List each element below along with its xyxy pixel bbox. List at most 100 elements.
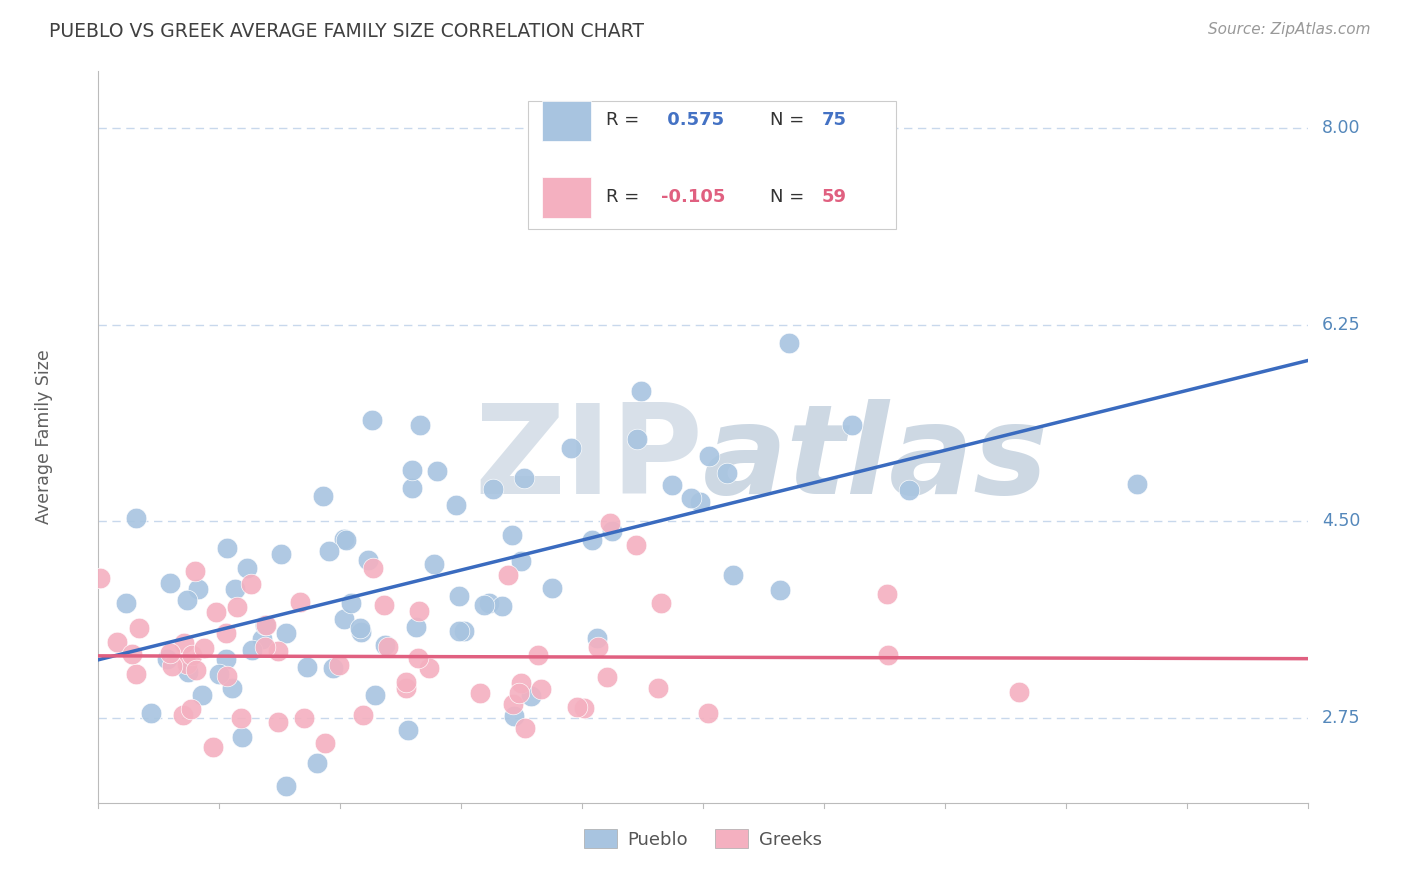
Point <box>697 449 720 463</box>
Point <box>396 723 419 737</box>
Point <box>423 557 446 571</box>
Point <box>596 670 619 684</box>
Point <box>716 466 738 480</box>
Point <box>689 495 711 509</box>
Point <box>318 544 340 558</box>
Point <box>333 612 356 626</box>
Point <box>254 618 277 632</box>
Point <box>295 660 318 674</box>
Text: N =: N = <box>769 188 810 206</box>
Point <box>600 524 623 538</box>
Point <box>447 589 470 603</box>
Point <box>191 688 214 702</box>
Text: PUEBLO VS GREEK AVERAGE FAMILY SIZE CORRELATION CHART: PUEBLO VS GREEK AVERAGE FAMILY SIZE CORR… <box>49 22 644 41</box>
Point <box>177 665 200 680</box>
Point <box>502 698 524 712</box>
Point <box>250 632 273 647</box>
Point <box>661 478 683 492</box>
Point <box>105 635 128 649</box>
Point <box>697 706 720 720</box>
Point <box>121 647 143 661</box>
Point <box>1008 685 1031 699</box>
Point <box>173 635 195 649</box>
Point <box>769 582 792 597</box>
Point <box>180 702 202 716</box>
Point <box>377 640 399 654</box>
Point <box>353 707 375 722</box>
Point <box>339 596 361 610</box>
Point <box>721 567 744 582</box>
Point <box>311 489 333 503</box>
Point <box>778 335 800 350</box>
Point <box>186 663 208 677</box>
Text: N =: N = <box>769 112 810 129</box>
Point <box>418 661 440 675</box>
Point <box>215 541 238 555</box>
Point <box>586 632 609 646</box>
Text: 2.75: 2.75 <box>1322 709 1361 727</box>
Point <box>624 538 647 552</box>
Point <box>541 581 564 595</box>
Point <box>405 620 427 634</box>
Point <box>515 721 537 735</box>
Text: Source: ZipAtlas.com: Source: ZipAtlas.com <box>1208 22 1371 37</box>
Point <box>201 739 224 754</box>
Point <box>224 582 246 596</box>
Point <box>240 577 263 591</box>
Point <box>215 625 238 640</box>
Point <box>426 465 449 479</box>
Point <box>520 689 543 703</box>
Point <box>215 669 238 683</box>
Point <box>128 621 150 635</box>
Point <box>270 547 292 561</box>
Point <box>512 470 534 484</box>
Point <box>276 779 298 793</box>
Point <box>124 667 146 681</box>
Point <box>159 646 181 660</box>
Point <box>647 681 669 695</box>
Point <box>529 681 551 696</box>
Point <box>328 658 350 673</box>
Text: 0.575: 0.575 <box>661 112 724 129</box>
Point <box>472 598 495 612</box>
Point <box>586 640 609 654</box>
Point <box>361 561 384 575</box>
Point <box>510 676 533 690</box>
Text: -0.105: -0.105 <box>661 188 725 206</box>
Point <box>266 644 288 658</box>
Text: R =: R = <box>606 112 645 129</box>
Point <box>172 707 194 722</box>
Point <box>447 624 470 639</box>
Point <box>181 648 204 662</box>
Point <box>364 688 387 702</box>
Point <box>231 730 253 744</box>
Point <box>193 640 215 655</box>
Point <box>221 681 243 695</box>
Point <box>565 699 588 714</box>
Point <box>526 648 548 662</box>
Point <box>444 498 467 512</box>
Point <box>898 483 921 498</box>
Point <box>276 626 298 640</box>
Point <box>349 621 371 635</box>
Point <box>599 516 621 531</box>
Point <box>292 711 315 725</box>
Point <box>335 533 357 547</box>
Point <box>581 533 603 548</box>
Point <box>491 599 513 613</box>
Point <box>841 418 863 433</box>
Point <box>626 432 648 446</box>
Point <box>374 638 396 652</box>
Text: Average Family Size: Average Family Size <box>35 350 53 524</box>
Point <box>176 593 198 607</box>
Point <box>229 711 252 725</box>
Point <box>501 528 523 542</box>
Point <box>408 604 430 618</box>
Point <box>574 701 596 715</box>
Point <box>650 596 672 610</box>
Text: 75: 75 <box>821 112 846 129</box>
Text: 6.25: 6.25 <box>1322 316 1361 334</box>
Point <box>510 554 533 568</box>
Point <box>481 482 503 496</box>
Point <box>373 599 395 613</box>
